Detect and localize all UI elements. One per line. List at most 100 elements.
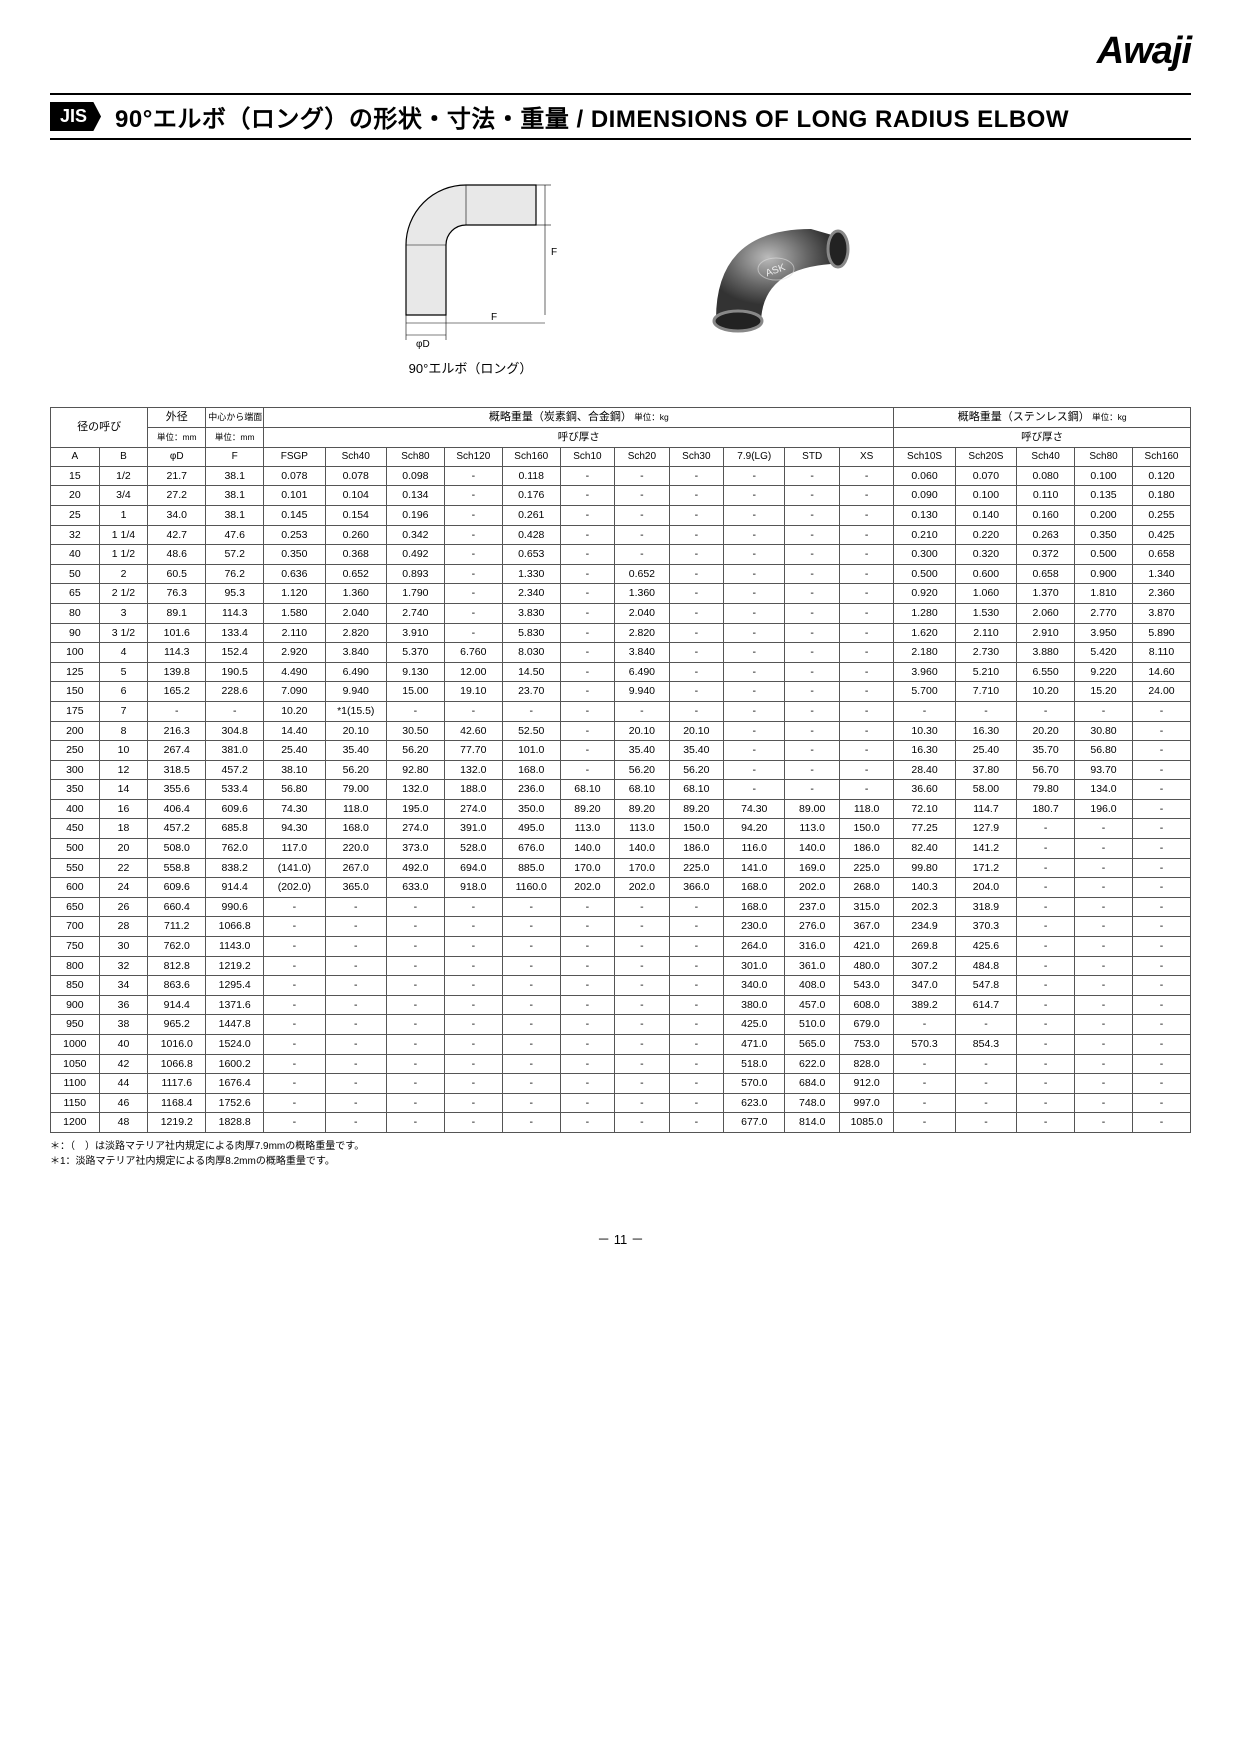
cell: 21.7	[148, 466, 206, 486]
cell: -	[560, 976, 614, 996]
cell: 3.830	[502, 603, 560, 623]
col-header: Sch20S	[955, 447, 1016, 466]
cell: -	[785, 564, 839, 584]
cell: -	[560, 760, 614, 780]
cell: -	[615, 1074, 669, 1094]
cell: -	[1132, 917, 1190, 937]
cell: 5.830	[502, 623, 560, 643]
cell: 1160.0	[502, 878, 560, 898]
cell: -	[615, 995, 669, 1015]
cell: 26	[99, 897, 148, 917]
cell: -	[615, 525, 669, 545]
cell: -	[264, 897, 325, 917]
cell: -	[264, 1054, 325, 1074]
cell: -	[615, 917, 669, 937]
cell: 89.20	[615, 799, 669, 819]
cell: 3	[99, 603, 148, 623]
cell: -	[325, 897, 386, 917]
cell: -	[560, 564, 614, 584]
cell: -	[1017, 701, 1075, 721]
cell: 186.0	[839, 839, 893, 859]
cell: -	[724, 741, 785, 761]
cell: -	[1075, 917, 1133, 937]
cell: 77.25	[894, 819, 955, 839]
cell: 2.040	[325, 603, 386, 623]
cell: -	[1017, 976, 1075, 996]
cell: -	[325, 1054, 386, 1074]
cell: -	[724, 682, 785, 702]
cell: 0.300	[894, 545, 955, 565]
hdr-stainless: 概略重量（ステンレス鋼） 単位：kg	[894, 408, 1191, 428]
cell: 76.2	[206, 564, 264, 584]
cell: 94.30	[264, 819, 325, 839]
cell: 76.3	[148, 584, 206, 604]
cell: 450	[51, 819, 100, 839]
cell: -	[1075, 1093, 1133, 1113]
cell: -	[615, 1093, 669, 1113]
table-row: 35014355.6533.456.8079.00132.0188.0236.0…	[51, 780, 1191, 800]
cell: -	[325, 937, 386, 957]
cell: -	[615, 937, 669, 957]
col-header: Sch20	[615, 447, 669, 466]
cell: -	[615, 1054, 669, 1074]
cell: 42.7	[148, 525, 206, 545]
cell: 150	[51, 682, 100, 702]
cell: 318.5	[148, 760, 206, 780]
cell: 0.145	[264, 505, 325, 525]
cell: -	[724, 545, 785, 565]
cell: 230.0	[724, 917, 785, 937]
cell: -	[444, 623, 502, 643]
cell: 140.0	[785, 839, 839, 859]
cell: 95.3	[206, 584, 264, 604]
cell: 9.940	[325, 682, 386, 702]
cell: 46	[99, 1093, 148, 1113]
cell: 20	[99, 839, 148, 859]
cell: 350.0	[502, 799, 560, 819]
cell: 168.0	[724, 878, 785, 898]
cell: 997.0	[839, 1093, 893, 1113]
cell: 0.135	[1075, 486, 1133, 506]
cell: 220.0	[325, 839, 386, 859]
cell: 24.00	[1132, 682, 1190, 702]
cell: 762.0	[148, 937, 206, 957]
cell: 3.880	[1017, 643, 1075, 663]
col-header: Sch120	[444, 447, 502, 466]
cell: 101.0	[502, 741, 560, 761]
cell: 0.893	[386, 564, 444, 584]
cell: 0.220	[955, 525, 1016, 545]
cell: -	[724, 466, 785, 486]
col-header: Sch160	[1132, 447, 1190, 466]
cell: -	[386, 1035, 444, 1055]
col-header: FSGP	[264, 447, 325, 466]
cell: 2.340	[502, 584, 560, 604]
cell: -	[560, 525, 614, 545]
cell: 3.840	[325, 643, 386, 663]
cell: 2.180	[894, 643, 955, 663]
cell: 28	[99, 917, 148, 937]
cell: 885.0	[502, 858, 560, 878]
cell: 0.104	[325, 486, 386, 506]
cell: -	[444, 584, 502, 604]
cell: -	[1075, 897, 1133, 917]
cell: 863.6	[148, 976, 206, 996]
cell: -	[669, 525, 723, 545]
cell: -	[669, 643, 723, 663]
cell: 2.360	[1132, 584, 1190, 604]
cell: 79.00	[325, 780, 386, 800]
cell: -	[502, 976, 560, 996]
cell: 2.110	[264, 623, 325, 643]
cell: 0.196	[386, 505, 444, 525]
page-title: 90°エルボ（ロング）の形状・寸法・重量 / DIMENSIONS OF LON…	[115, 99, 1069, 134]
cell: 492.0	[386, 858, 444, 878]
cell: 228.6	[206, 682, 264, 702]
cell: 6	[99, 682, 148, 702]
cell: 1	[99, 505, 148, 525]
cell: -	[264, 1093, 325, 1113]
table-row: 1050421066.81600.2--------518.0622.0828.…	[51, 1054, 1191, 1074]
cell: 0.090	[894, 486, 955, 506]
hdr-thickness-stainless: 呼び厚さ	[894, 428, 1191, 448]
cell: 5.700	[894, 682, 955, 702]
table-row: 90036914.41371.6--------380.0457.0608.03…	[51, 995, 1191, 1015]
cell: 38.1	[206, 466, 264, 486]
cell: 1.060	[955, 584, 1016, 604]
